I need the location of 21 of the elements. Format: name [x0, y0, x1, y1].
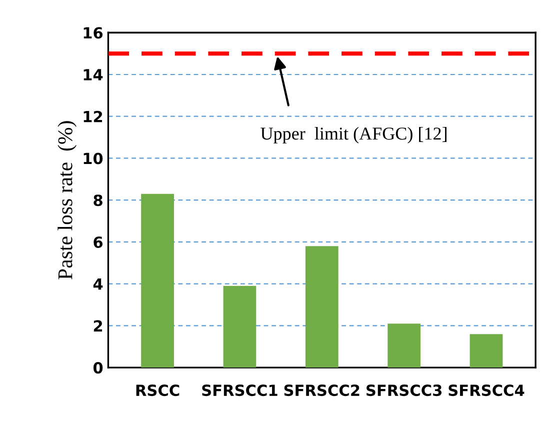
y-tick-label: 8 [94, 194, 102, 206]
bar [470, 334, 503, 368]
y-tick-label: 10 [84, 152, 103, 164]
ref-line-label: Upper limit (AFGC) [12] [260, 127, 446, 144]
y-tick-label: 14 [84, 69, 103, 80]
bar [305, 246, 338, 368]
x-tick-label: SFRSCC4 [448, 384, 524, 396]
y-tick-label: 4 [93, 278, 103, 290]
y-tick-label: 0 [93, 362, 103, 374]
bar [223, 286, 256, 368]
x-tick-label: SFRSCC1 [202, 384, 278, 396]
y-tick-label: 12 [84, 110, 102, 122]
bar [141, 194, 174, 368]
y-tick-label: 16 [84, 27, 103, 39]
y-tick-label: 6 [94, 236, 103, 248]
y-axis-title: Paste loss rate (%) [58, 121, 77, 280]
x-tick-label: SFRSCC3 [366, 384, 442, 396]
y-tick-label: 2 [94, 320, 102, 332]
x-tick-label: SFRSCC2 [284, 384, 360, 396]
bar [388, 324, 421, 368]
x-tick-label: RSCC [136, 384, 180, 396]
